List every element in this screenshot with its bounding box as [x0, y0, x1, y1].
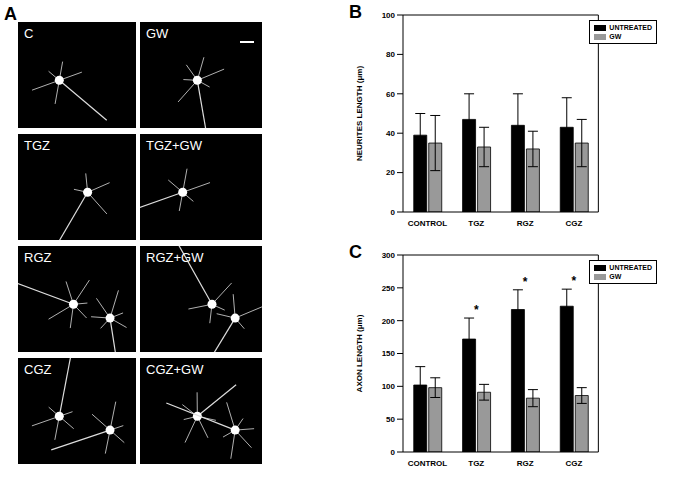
html-text:UNTREATED: UNTREATED: [609, 264, 652, 271]
html-text:TGZ: TGZ: [24, 138, 50, 153]
svg-text:20: 20: [386, 168, 395, 177]
html-text:RGZ: RGZ: [24, 250, 52, 265]
svg-text:*: *: [474, 303, 479, 317]
svg-text:RGZ: RGZ: [517, 219, 534, 228]
html-text:GW: GW: [146, 26, 169, 41]
svg-text:100: 100: [382, 11, 396, 20]
svg-text:0: 0: [391, 208, 396, 217]
html-text:C: C: [349, 242, 362, 262]
svg-text:150: 150: [382, 349, 396, 358]
svg-text:CONTROL: CONTROL: [408, 219, 448, 228]
html-text:A: A: [4, 4, 17, 24]
svg-text:100: 100: [382, 382, 396, 391]
svg-text:NEURITES LENGTH (μm): NEURITES LENGTH (μm): [355, 66, 364, 161]
html-text:GW: GW: [609, 273, 622, 280]
svg-text:80: 80: [386, 50, 395, 59]
html-text:UNTREATED: UNTREATED: [609, 24, 652, 31]
svg-text:50: 50: [386, 415, 395, 424]
svg-text:250: 250: [382, 284, 396, 293]
svg-text:*: *: [572, 274, 577, 288]
svg-text:TGZ: TGZ: [468, 459, 484, 468]
html-text:C: C: [24, 26, 34, 41]
html-text:CGZ: CGZ: [24, 362, 52, 377]
svg-text:60: 60: [386, 90, 395, 99]
html-text:GW: GW: [609, 33, 622, 40]
svg-text:CGZ: CGZ: [565, 459, 582, 468]
svg-text:300: 300: [382, 251, 396, 260]
html-text:RGZ+GW: RGZ+GW: [146, 250, 204, 265]
svg-text:TGZ: TGZ: [468, 219, 484, 228]
html-text:B: B: [349, 2, 362, 22]
svg-text:40: 40: [386, 129, 395, 138]
html-text:TGZ+GW: TGZ+GW: [146, 138, 202, 153]
html-text:CGZ+GW: CGZ+GW: [146, 362, 204, 377]
svg-text:RGZ: RGZ: [517, 459, 534, 468]
svg-text:200: 200: [382, 317, 396, 326]
svg-text:0: 0: [391, 448, 396, 457]
svg-text:AXON LENGTH (μm): AXON LENGTH (μm): [355, 314, 364, 392]
svg-text:*: *: [523, 275, 528, 289]
svg-text:CGZ: CGZ: [565, 219, 582, 228]
svg-text:CONTROL: CONTROL: [408, 459, 448, 468]
